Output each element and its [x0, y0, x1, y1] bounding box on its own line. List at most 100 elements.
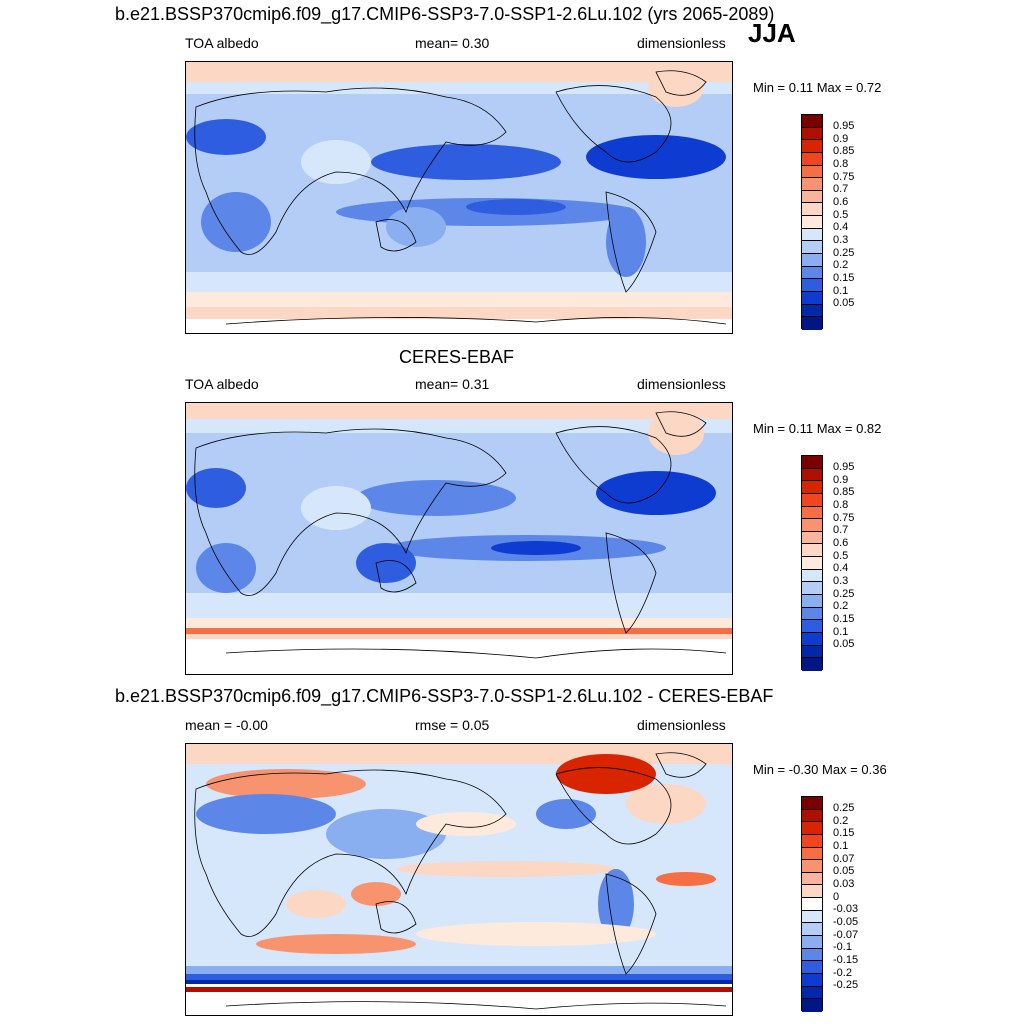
colorbar-tick-label: 0.8	[833, 158, 849, 171]
colorbar-swatch	[802, 279, 822, 292]
colorbar-tick-label: 0.95	[833, 120, 855, 133]
panel-1-units: dimensionless	[637, 35, 726, 51]
colorbar-swatch	[802, 961, 822, 974]
panel-3-rmse: rmse = 0.05	[415, 717, 490, 733]
colorbar-swatch	[802, 860, 822, 873]
panel-1-minmax: Min = 0.11 Max = 0.72	[753, 80, 882, 95]
colorbar-tick-label: 0	[833, 890, 840, 903]
colorbar-tick-label: 0.25	[833, 587, 855, 600]
colorbar-tick-label: 0.6	[833, 196, 849, 209]
panel-2-colorbar	[801, 455, 823, 671]
colorbar-tick-label: 0.25	[833, 802, 855, 815]
panel-3-mean: mean = -0.00	[185, 717, 268, 733]
colorbar-tick-label: 0.4	[833, 562, 849, 575]
colorbar-swatch	[802, 468, 822, 482]
colorbar-tick-label: -0.2	[833, 966, 852, 979]
colorbar-swatch	[802, 847, 822, 861]
colorbar-swatch	[802, 519, 822, 532]
colorbar-swatch	[802, 228, 822, 242]
colorbar-tick-label: 0.9	[833, 473, 849, 486]
colorbar-swatch	[802, 291, 822, 305]
panel-1-variable: TOA albedo	[185, 35, 259, 51]
colorbar-tick-label: 0.15	[833, 612, 855, 625]
colorbar-swatch	[802, 595, 822, 608]
colorbar-swatch	[802, 531, 822, 545]
colorbar-tick-label: -0.05	[833, 915, 859, 928]
colorbar-tick-label: 0.5	[833, 208, 849, 221]
colorbar-swatch	[802, 557, 822, 570]
colorbar-tick-label: -0.1	[833, 941, 852, 954]
panel-3-minmax: Min = -0.30 Max = 0.36	[753, 762, 887, 777]
panel-3-units: dimensionless	[637, 717, 726, 733]
panel-2-title: CERES-EBAF	[399, 347, 515, 367]
colorbar-swatch	[802, 872, 822, 886]
panel-2-mean: mean= 0.31	[415, 376, 490, 392]
colorbar-tick-label: 0.07	[833, 852, 855, 865]
colorbar-swatch	[802, 266, 822, 280]
colorbar-swatch	[802, 317, 822, 330]
colorbar-swatch	[802, 936, 822, 949]
panel-2-minmax: Min = 0.11 Max = 0.82	[753, 421, 882, 436]
colorbar-tick-label: 0.75	[833, 511, 855, 524]
colorbar-swatch	[802, 178, 822, 191]
colorbar-swatch	[802, 152, 822, 166]
season-label: JJA	[748, 18, 796, 48]
colorbar-swatch	[802, 203, 822, 217]
colorbar-tick-label: 0.95	[833, 461, 855, 474]
colorbar-swatch	[802, 304, 822, 318]
panel-2-map	[185, 402, 733, 675]
colorbar-swatch	[802, 898, 822, 911]
colorbar-tick-label: 0.03	[833, 878, 855, 891]
colorbar-tick-label: 0.9	[833, 132, 849, 145]
colorbar-swatch	[802, 658, 822, 671]
colorbar-tick-label: 0.3	[833, 574, 849, 587]
colorbar-swatch	[802, 999, 822, 1012]
colorbar-tick-label: 0.05	[833, 865, 855, 878]
colorbar-swatch	[802, 910, 822, 924]
colorbar-tick-label: 0.5	[833, 549, 849, 562]
colorbar-tick-label: 0.1	[833, 840, 849, 853]
colorbar-tick-label: -0.15	[833, 953, 859, 966]
colorbar-swatch	[802, 645, 822, 659]
colorbar-swatch	[802, 190, 822, 204]
colorbar-swatch	[802, 582, 822, 596]
colorbar-swatch	[802, 481, 822, 494]
colorbar-tick-label: 0.25	[833, 246, 855, 259]
colorbar-tick-label: 0.2	[833, 814, 849, 827]
colorbar-tick-label: 0.1	[833, 625, 849, 638]
colorbar-swatch	[802, 973, 822, 987]
colorbar-tick-label: 0.7	[833, 183, 849, 196]
panel-1-map	[185, 61, 733, 334]
colorbar-swatch	[802, 986, 822, 1000]
panel-1-mean: mean= 0.30	[415, 35, 490, 51]
panel-3-colorbar	[801, 796, 823, 1012]
colorbar-tick-label: 0.05	[833, 638, 855, 651]
colorbar-swatch	[802, 632, 822, 646]
colorbar-swatch	[802, 923, 822, 937]
colorbar-swatch	[802, 115, 822, 128]
colorbar-tick-label: 0.85	[833, 486, 855, 499]
colorbar-swatch	[802, 885, 822, 899]
colorbar-swatch	[802, 127, 822, 141]
panel-1-colorbar	[801, 114, 823, 330]
colorbar-swatch	[802, 493, 822, 507]
colorbar-tick-label: 0.15	[833, 827, 855, 840]
colorbar-tick-label: 0.7	[833, 524, 849, 537]
colorbar-swatch	[802, 216, 822, 229]
colorbar-tick-label: 0.6	[833, 537, 849, 550]
colorbar-swatch	[802, 254, 822, 267]
colorbar-tick-label: -0.07	[833, 928, 859, 941]
colorbar-swatch	[802, 797, 822, 810]
colorbar-swatch	[802, 620, 822, 633]
colorbar-swatch	[802, 822, 822, 835]
colorbar-swatch	[802, 948, 822, 962]
colorbar-tick-label: -0.25	[833, 979, 859, 992]
colorbar-tick-label: 0.85	[833, 145, 855, 158]
panel-3-map	[185, 743, 733, 1016]
panel-2-variable: TOA albedo	[185, 376, 259, 392]
colorbar-tick-label: 0.15	[833, 271, 855, 284]
colorbar-tick-label: 0.2	[833, 600, 849, 613]
panel-1-title: b.e21.BSSP370cmip6.f09_g17.CMIP6-SSP3-7.…	[115, 4, 775, 24]
colorbar-tick-label: 0.05	[833, 297, 855, 310]
colorbar-swatch	[802, 165, 822, 179]
